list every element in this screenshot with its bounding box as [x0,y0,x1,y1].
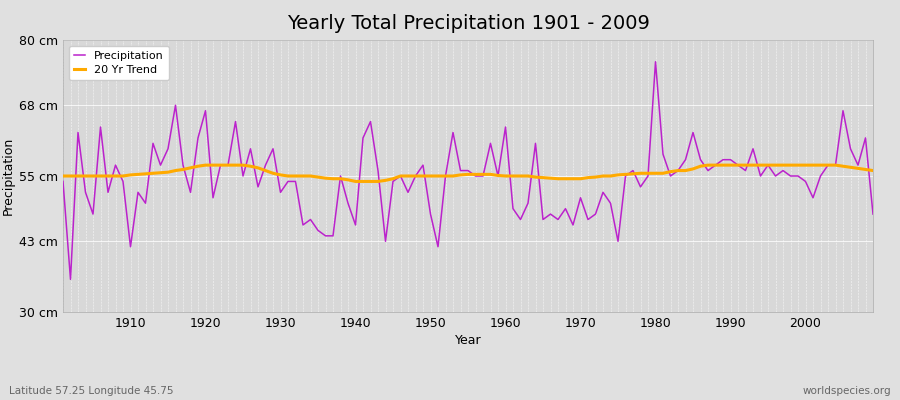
20 Yr Trend [290,174,301,178]
Precipitation [58,179,68,184]
20 Yr Trend [335,176,346,181]
20 Yr Trend [200,163,211,168]
Precipitation [125,244,136,249]
Line: Precipitation: Precipitation [63,62,873,279]
20 Yr Trend [605,174,616,178]
20 Yr Trend [118,174,129,178]
20 Yr Trend [58,174,68,178]
Precipitation [335,174,346,178]
Text: Latitude 57.25 Longitude 45.75: Latitude 57.25 Longitude 45.75 [9,386,174,396]
Text: worldspecies.org: worldspecies.org [803,386,891,396]
X-axis label: Year: Year [454,334,482,347]
20 Yr Trend [350,179,361,184]
Precipitation [290,179,301,184]
20 Yr Trend [868,168,878,173]
20 Yr Trend [515,174,526,178]
Title: Yearly Total Precipitation 1901 - 2009: Yearly Total Precipitation 1901 - 2009 [286,14,650,33]
Precipitation [650,59,661,64]
Precipitation [868,212,878,216]
Precipitation [65,277,76,282]
20 Yr Trend [508,174,518,178]
Precipitation [598,190,608,195]
Legend: Precipitation, 20 Yr Trend: Precipitation, 20 Yr Trend [68,46,169,80]
Precipitation [508,206,518,211]
Line: 20 Yr Trend: 20 Yr Trend [63,165,873,182]
Y-axis label: Precipitation: Precipitation [2,137,14,215]
Precipitation [500,125,511,130]
